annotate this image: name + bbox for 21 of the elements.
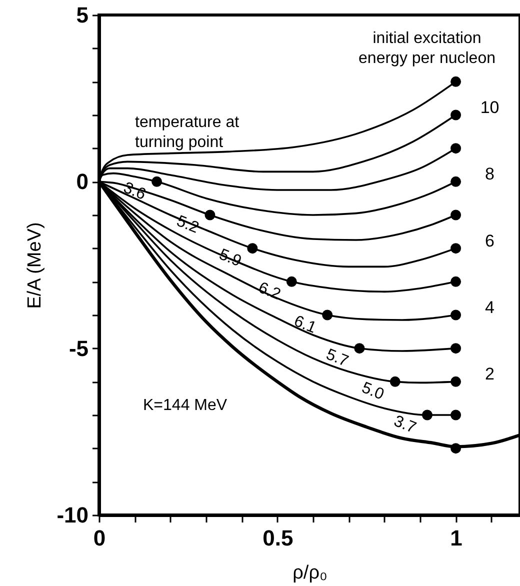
annotation: 4 [485,298,495,317]
x-axis-title: ρ/ρ₀ [292,562,328,584]
y-tick-label: -10 [56,502,88,528]
annotation: 3.7 [391,412,419,437]
annotation: 10 [480,98,500,117]
annotation: 8 [485,164,495,184]
annotation: temperature at turning point [135,114,240,151]
annotation: 5.0 [359,379,386,404]
annotation: 2 [485,364,495,384]
y-tick-label: -5 [68,336,88,361]
x-tick-label: 0 [93,526,106,550]
annotation: 5.7 [324,346,351,370]
y-tick-label: 5 [76,2,88,28]
y-tick-label: 0 [76,169,88,194]
x-tick-label: 1 [450,526,462,550]
annotation: 6.1 [292,312,319,337]
annotation: K=144 MeV [143,397,228,414]
x-tick-label: 0.5 [262,526,294,550]
y-axis-title: E/A (MeV) [24,222,46,309]
annotation: initial excitation energy per nucleon [358,30,496,67]
annotation: 6 [485,231,495,250]
